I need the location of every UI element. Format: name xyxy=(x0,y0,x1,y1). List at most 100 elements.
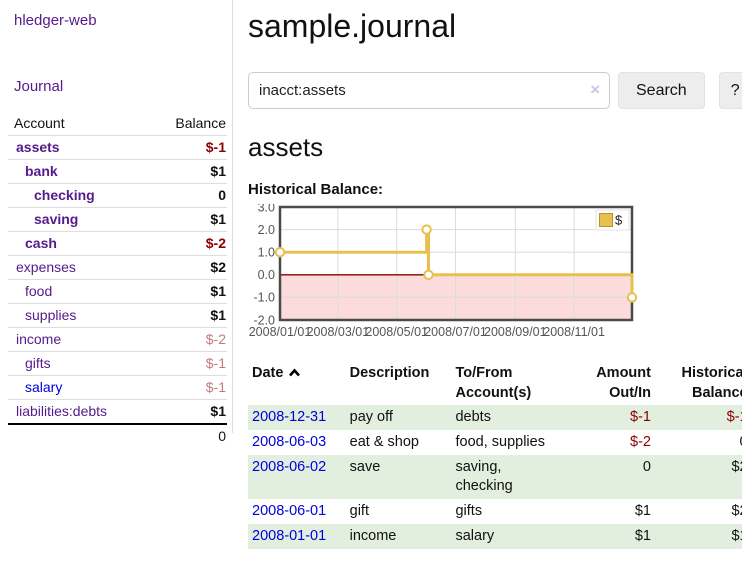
account-link-supplies[interactable]: supplies xyxy=(25,307,77,323)
transaction-date-link[interactable]: 2008-12-31 xyxy=(252,409,327,425)
svg-text:2008/03/01: 2008/03/01 xyxy=(307,325,370,339)
accounts-header-account: Account xyxy=(14,115,65,131)
historical-balance-chart: $3.0 2.0 1.0 0.0 -1.0 -2.0 2008/01/01 2008/03/0… xyxy=(248,200,742,349)
transaction-description: pay off xyxy=(349,409,393,425)
search-input-wrap: × xyxy=(248,72,610,109)
transaction-amount: $1 xyxy=(634,528,651,544)
search-input[interactable] xyxy=(248,72,610,109)
sidebar: hledger-web Journal Account Balance asse… xyxy=(0,0,233,444)
accounts-total-value: 0 xyxy=(218,428,226,444)
account-balance: $-2 xyxy=(205,235,226,251)
transaction-accounts: food, supplies xyxy=(455,434,545,450)
transaction-amount: $1 xyxy=(634,503,651,519)
account-link-assets[interactable]: assets xyxy=(16,139,60,155)
register-table: Date Description To/From Account(s) Amou… xyxy=(248,361,742,549)
app-title-link[interactable]: hledger-web xyxy=(14,12,97,29)
account-link-saving[interactable]: saving xyxy=(34,211,79,227)
transaction-date-link[interactable]: 2008-01-01 xyxy=(252,528,327,544)
account-balance: $-2 xyxy=(205,331,226,347)
account-row: food $1 xyxy=(8,279,227,304)
svg-text:0.0: 0.0 xyxy=(258,268,275,282)
account-balance: $1 xyxy=(210,307,226,323)
transaction-accounts: gifts xyxy=(455,503,483,519)
transaction-amount: 0 xyxy=(642,459,651,475)
account-balance: $2 xyxy=(210,259,226,275)
svg-text:3.0: 3.0 xyxy=(258,204,275,214)
transaction-description: save xyxy=(349,459,381,475)
account-link-expenses[interactable]: expenses xyxy=(16,259,76,275)
svg-text:$: $ xyxy=(615,213,623,228)
register-row: 2008-06-02 save saving, checking 0 $2 xyxy=(248,455,742,499)
transaction-date-link[interactable]: 2008-06-02 xyxy=(252,459,327,475)
account-row: expenses $2 xyxy=(8,255,227,280)
account-link-bank[interactable]: bank xyxy=(25,163,58,179)
svg-text:-2.0: -2.0 xyxy=(253,313,275,327)
transaction-amount: $-2 xyxy=(630,434,651,450)
page-title: sample.journal xyxy=(248,8,457,44)
register-header-amount: Amount Out/In xyxy=(596,365,651,401)
account-row: liabilities:debts $1 xyxy=(8,399,227,425)
svg-text:-1.0: -1.0 xyxy=(253,291,275,305)
transaction-date-link[interactable]: 2008-06-03 xyxy=(252,434,327,450)
svg-text:2008/05/01: 2008/05/01 xyxy=(365,325,428,339)
account-link-cash[interactable]: cash xyxy=(25,235,57,251)
main-content: sample.journal × Search ? assets Histori… xyxy=(233,0,742,582)
transaction-description: gift xyxy=(349,503,369,519)
historical-balance-chart-svg: $3.0 2.0 1.0 0.0 -1.0 -2.02008/01/012008/03/0… xyxy=(249,200,638,339)
account-link-checking[interactable]: checking xyxy=(34,187,95,203)
register-header-row: Date Description To/From Account(s) Amou… xyxy=(248,361,742,405)
transaction-balance: 0 xyxy=(655,430,742,455)
chart-title: Historical Balance: xyxy=(248,181,384,198)
accounts-total-row: 0 xyxy=(8,424,227,448)
search-button[interactable]: Search xyxy=(618,72,705,109)
help-button[interactable]: ? xyxy=(718,72,742,109)
account-row: gifts $-1 xyxy=(8,351,227,376)
account-row: supplies $1 xyxy=(8,303,227,328)
svg-text:2.0: 2.0 xyxy=(258,223,275,237)
account-link-food[interactable]: food xyxy=(25,283,53,299)
account-row: saving $1 xyxy=(8,207,227,232)
transaction-balance: $2 xyxy=(731,459,742,475)
svg-text:1.0: 1.0 xyxy=(258,246,275,260)
transaction-balance: $-1 xyxy=(726,409,742,425)
account-link-salary[interactable]: salary xyxy=(25,379,63,395)
account-balance: $1 xyxy=(210,163,226,179)
account-row: salary $-1 xyxy=(8,375,227,400)
account-link-income[interactable]: income xyxy=(16,331,62,347)
svg-text:2008/01/01: 2008/01/01 xyxy=(249,325,312,339)
sort-ascending-icon xyxy=(288,364,301,384)
account-row: checking 0 xyxy=(8,183,227,208)
accounts-header-balance: Balance xyxy=(175,115,226,131)
account-balance: $-1 xyxy=(205,355,226,371)
sidebar-item-journal[interactable]: Journal xyxy=(14,78,64,95)
clear-search-icon[interactable]: × xyxy=(590,80,600,99)
svg-text:2008/07/01: 2008/07/01 xyxy=(424,325,487,339)
transaction-description: income xyxy=(349,528,397,544)
register-row: 2008-06-03 eat & shop food, supplies $-2… xyxy=(248,430,742,455)
account-balance: $1 xyxy=(210,283,226,299)
transaction-accounts: salary xyxy=(455,528,495,544)
account-heading: assets xyxy=(248,132,324,162)
transaction-amount: $-1 xyxy=(630,409,651,425)
account-balance: 0 xyxy=(218,187,226,203)
accounts-table: Account Balance assets $-1 bank $1 check… xyxy=(8,112,227,448)
transaction-description: eat & shop xyxy=(349,434,419,450)
transaction-date-link[interactable]: 2008-06-01 xyxy=(252,503,327,519)
account-row: assets $-1 xyxy=(8,135,227,160)
search-form: × Search ? xyxy=(248,72,742,109)
account-link-liabilities-debts[interactable]: liabilities:debts xyxy=(16,403,108,419)
account-link-gifts[interactable]: gifts xyxy=(25,355,51,371)
register-header-description: Description xyxy=(349,365,430,381)
account-balance: $-1 xyxy=(205,139,226,155)
transaction-balance: $1 xyxy=(731,528,742,544)
accounts-header-row: Account Balance xyxy=(8,112,227,136)
transaction-balance: $2 xyxy=(731,503,742,519)
account-row: cash $-2 xyxy=(8,231,227,256)
register-header-date[interactable]: Date xyxy=(248,361,346,405)
register-row: 2008-01-01 income salary $1 $1 xyxy=(248,524,742,549)
register-row: 2008-06-01 gift gifts $1 $2 xyxy=(248,499,742,524)
register-header-balance: Historical Balance xyxy=(681,365,742,401)
account-balance: $1 xyxy=(210,403,226,419)
account-balance: $-1 xyxy=(205,379,226,395)
